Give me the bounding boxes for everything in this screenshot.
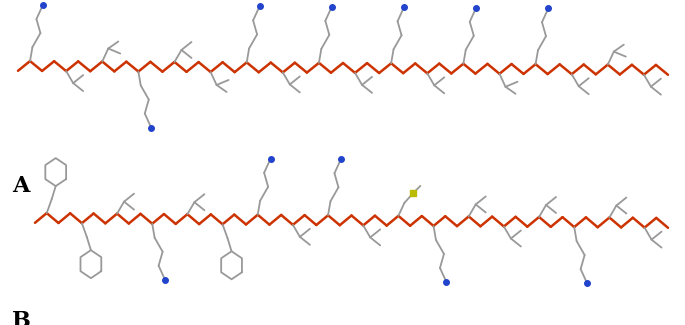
Text: A: A bbox=[12, 175, 29, 197]
Text: B: B bbox=[12, 310, 31, 325]
